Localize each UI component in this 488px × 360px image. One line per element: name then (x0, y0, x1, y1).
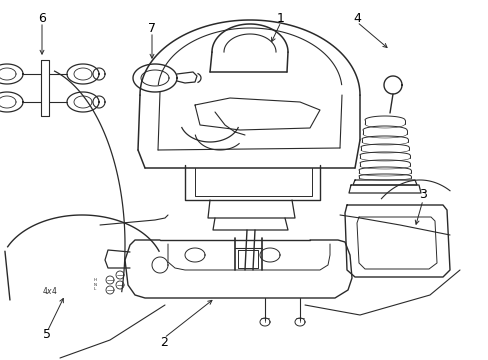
Text: 5: 5 (43, 328, 51, 342)
Text: 4: 4 (352, 12, 360, 24)
Text: $4x4$: $4x4$ (42, 284, 58, 296)
Text: 6: 6 (38, 12, 46, 24)
Text: 3: 3 (418, 189, 426, 202)
Text: 7: 7 (148, 22, 156, 35)
Text: H
N
L: H N L (94, 278, 97, 291)
Text: 1: 1 (277, 12, 285, 24)
Text: 2: 2 (160, 336, 167, 348)
